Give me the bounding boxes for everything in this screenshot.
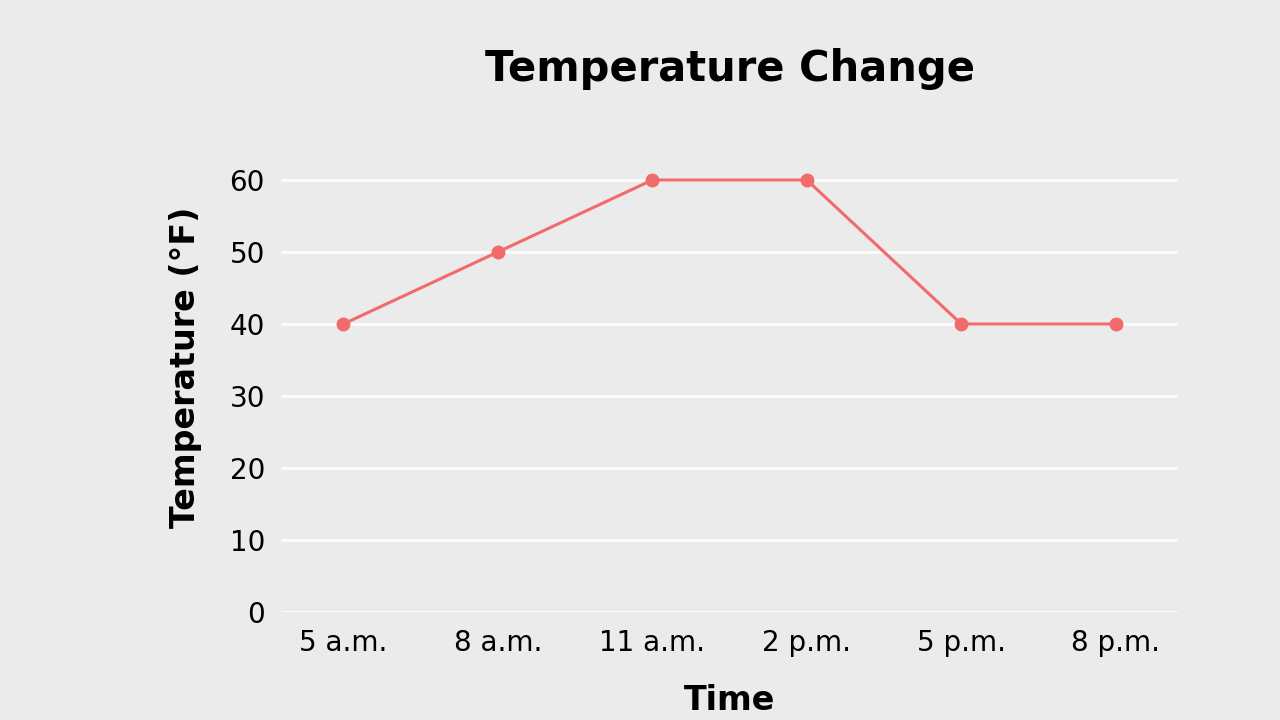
Title: Temperature Change: Temperature Change — [485, 48, 974, 90]
X-axis label: Time: Time — [684, 685, 776, 717]
Y-axis label: Temperature (°F): Temperature (°F) — [169, 207, 202, 528]
